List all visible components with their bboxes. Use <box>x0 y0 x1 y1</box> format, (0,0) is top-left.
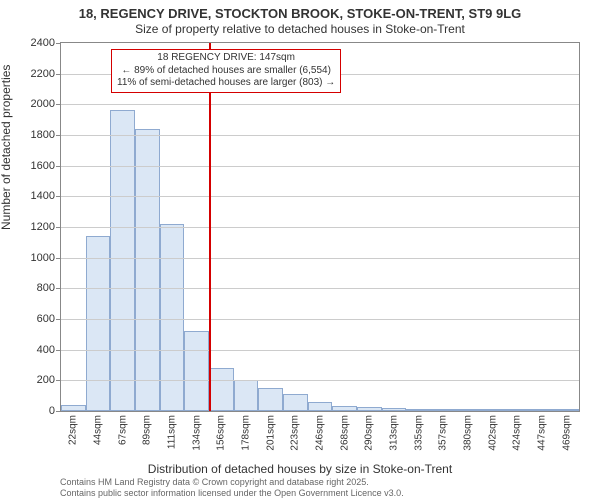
x-tick-label: 268sqm <box>339 415 350 451</box>
annotation-box: 18 REGENCY DRIVE: 147sqm ← 89% of detach… <box>111 49 341 93</box>
y-tick-label: 1600 <box>31 160 61 172</box>
histogram-bar <box>258 388 283 411</box>
y-tick-label: 400 <box>37 344 61 356</box>
x-tick-label: 178sqm <box>241 415 252 451</box>
histogram-bar <box>86 236 111 411</box>
x-tick-label: 290sqm <box>364 415 375 451</box>
gridline <box>61 104 579 105</box>
histogram-bar <box>61 405 86 411</box>
y-tick-label: 1000 <box>31 252 61 264</box>
histogram-bar <box>505 409 530 411</box>
annotation-line2: ← 89% of detached houses are smaller (6,… <box>117 65 335 78</box>
histogram-bar <box>530 409 555 411</box>
y-tick-label: 600 <box>37 313 61 325</box>
histogram-bar <box>382 408 407 411</box>
y-tick-label: 1400 <box>31 190 61 202</box>
histogram-bar <box>332 406 357 411</box>
gridline <box>61 196 579 197</box>
gridline <box>61 319 579 320</box>
plot-area: 0200400600800100012001400160018002000220… <box>60 42 580 412</box>
chart-title-line1: 18, REGENCY DRIVE, STOCKTON BROOK, STOKE… <box>0 6 600 21</box>
histogram-bar <box>480 409 505 411</box>
histogram-bar <box>110 110 135 411</box>
y-tick-label: 2000 <box>31 98 61 110</box>
histogram-bar <box>406 409 431 411</box>
y-tick-label: 0 <box>49 405 61 417</box>
x-tick-label: 156sqm <box>216 415 227 451</box>
x-tick-label: 402sqm <box>487 415 498 451</box>
histogram-bar <box>209 368 234 411</box>
y-tick-label: 1800 <box>31 129 61 141</box>
histogram-bar <box>135 129 160 411</box>
marker-line <box>209 43 211 411</box>
x-tick-label: 313sqm <box>389 415 400 451</box>
attribution-line1: Contains HM Land Registry data © Crown c… <box>60 477 404 487</box>
x-tick-label: 134sqm <box>191 415 202 451</box>
annotation-line3: 11% of semi-detached houses are larger (… <box>117 77 335 90</box>
y-tick-label: 2400 <box>31 37 61 49</box>
gridline <box>61 258 579 259</box>
gridline <box>61 227 579 228</box>
y-tick-label: 2200 <box>31 68 61 80</box>
gridline <box>61 135 579 136</box>
x-tick-label: 424sqm <box>512 415 523 451</box>
histogram-bar <box>234 380 259 411</box>
x-tick-label: 44sqm <box>93 415 104 445</box>
x-tick-label: 469sqm <box>561 415 572 451</box>
histogram-bar <box>456 409 481 411</box>
histogram-bar <box>554 409 579 411</box>
gridline <box>61 288 579 289</box>
attribution: Contains HM Land Registry data © Crown c… <box>60 477 404 498</box>
histogram-bar <box>431 409 456 411</box>
histogram-bar <box>308 402 333 411</box>
x-tick-label: 67sqm <box>117 415 128 445</box>
chart-title-line2: Size of property relative to detached ho… <box>0 22 600 36</box>
x-tick-label: 357sqm <box>438 415 449 451</box>
x-tick-label: 89sqm <box>142 415 153 445</box>
x-tick-label: 380sqm <box>463 415 474 451</box>
x-tick-label: 447sqm <box>537 415 548 451</box>
histogram-bar <box>357 407 382 411</box>
histogram-bar <box>283 394 308 411</box>
annotation-line1: 18 REGENCY DRIVE: 147sqm <box>117 52 335 65</box>
x-axis-title: Distribution of detached houses by size … <box>0 462 600 476</box>
attribution-line2: Contains public sector information licen… <box>60 488 404 498</box>
x-tick-label: 111sqm <box>167 415 178 449</box>
x-tick-label: 223sqm <box>290 415 301 451</box>
x-tick-label: 201sqm <box>265 415 276 451</box>
y-axis-title: Number of detached properties <box>0 65 13 230</box>
gridline <box>61 350 579 351</box>
gridline <box>61 166 579 167</box>
y-tick-label: 200 <box>37 374 61 386</box>
x-tick-label: 246sqm <box>315 415 326 451</box>
histogram-bar <box>160 224 185 411</box>
x-tick-label: 22sqm <box>68 415 79 445</box>
gridline <box>61 380 579 381</box>
x-tick-label: 335sqm <box>413 415 424 451</box>
y-tick-label: 800 <box>37 282 61 294</box>
histogram-bar <box>184 331 209 411</box>
y-tick-label: 1200 <box>31 221 61 233</box>
